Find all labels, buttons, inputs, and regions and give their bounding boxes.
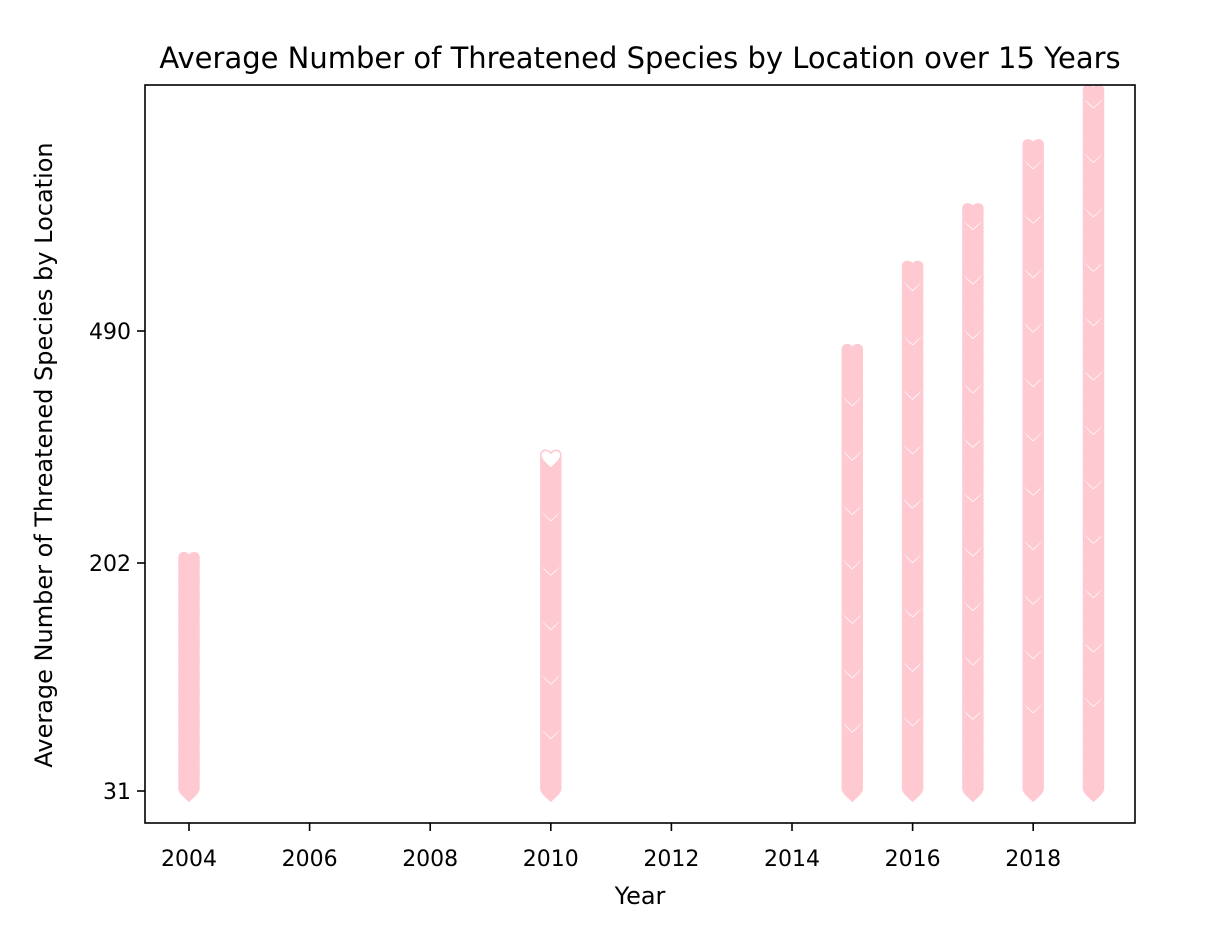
y-axis-ticks: 31 202 490 (89, 320, 145, 805)
heart-point (178, 551, 200, 572)
y-axis-label: Average Number of Threatened Species by … (30, 142, 58, 767)
x-tick-label: 2016 (885, 847, 941, 872)
y-tick-label: 490 (89, 320, 131, 345)
heart-point (539, 449, 562, 470)
heart-point (1082, 84, 1105, 105)
heart-point (962, 203, 984, 223)
x-tick-label: 2008 (402, 847, 458, 872)
plot-area (145, 85, 1135, 823)
x-tick-label: 2006 (282, 847, 338, 872)
data-points (178, 84, 1105, 803)
x-tick-label: 2010 (523, 847, 579, 872)
heart-point (841, 343, 864, 364)
x-axis-ticks: 2004 2006 2008 2010 2012 2014 2016 2018 (161, 823, 1061, 872)
x-tick-label: 2004 (161, 847, 217, 872)
heart-point (1022, 139, 1044, 159)
x-axis-label: Year (614, 882, 666, 910)
y-tick-label: 202 (89, 552, 131, 577)
chart-title: Average Number of Threatened Species by … (159, 41, 1120, 75)
x-tick-label: 2014 (764, 847, 820, 872)
plot-frame (144, 84, 1136, 824)
x-tick-label: 2012 (643, 847, 699, 872)
x-tick-label: 2018 (1005, 847, 1061, 872)
y-tick-label: 31 (103, 780, 131, 805)
heart-point (901, 260, 924, 281)
